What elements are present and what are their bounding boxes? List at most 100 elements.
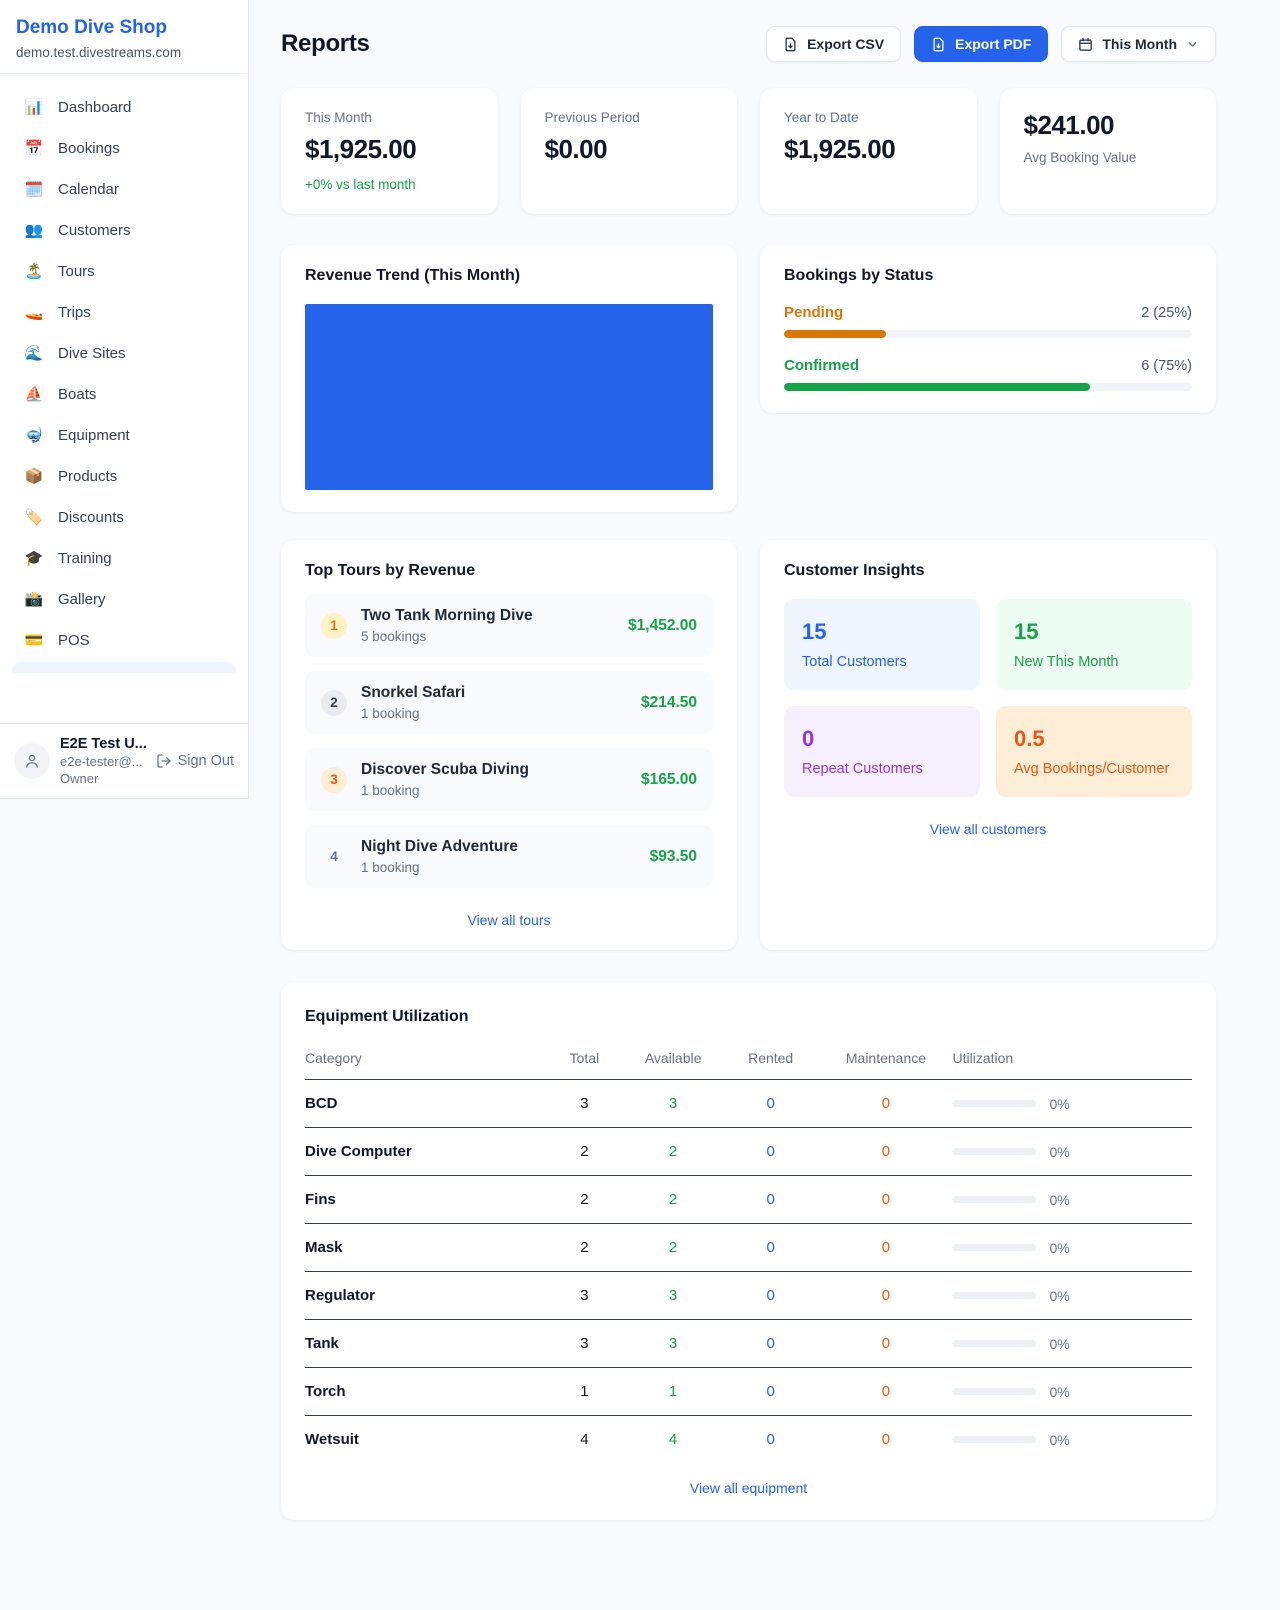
people-icon: 👥 bbox=[24, 222, 44, 239]
sidebar-item-calendar[interactable]: 🗓️ Calendar bbox=[12, 170, 236, 208]
stat-value: $241.00 bbox=[1023, 110, 1115, 140]
insights-row: Top Tours by Revenue 1 Two Tank Morning … bbox=[281, 540, 1216, 950]
cell-rented: 0 bbox=[721, 1175, 820, 1224]
file-download-icon bbox=[785, 37, 796, 51]
view-all-equipment-link[interactable]: View all equipment bbox=[689, 1480, 808, 1496]
rank-badge: 3 bbox=[321, 766, 347, 793]
sidebar-item-label: POS bbox=[58, 631, 90, 649]
cell-maintenance: 0 bbox=[819, 1223, 953, 1272]
tile-total-customers: 15 Total Customers bbox=[784, 599, 980, 690]
sidebar-item-pos[interactable]: 💳 POS bbox=[12, 621, 236, 659]
utilization-cell: 0% bbox=[952, 1096, 1192, 1112]
sidebar-item-label: Trips bbox=[58, 303, 91, 321]
stat-cards-row: This Month $1,925.00 +0% vs last month P… bbox=[281, 88, 1216, 214]
sidebar-item-discounts[interactable]: 🏷️ Discounts bbox=[12, 498, 236, 536]
cell-total: 3 bbox=[544, 1079, 625, 1128]
cell-rented: 0 bbox=[721, 1367, 820, 1416]
cell-category: Torch bbox=[305, 1367, 545, 1416]
wave-icon: 🌊 bbox=[24, 345, 44, 362]
table-row: Mask 2 2 0 0 0% bbox=[305, 1223, 1192, 1272]
table-row: Torch 1 1 0 0 0% bbox=[305, 1367, 1192, 1416]
calendar-date-icon: 📅 bbox=[24, 140, 44, 157]
period-dropdown[interactable]: This Month bbox=[1061, 26, 1216, 62]
tour-row: 2 Snorkel Safari 1 booking $214.50 bbox=[305, 671, 713, 734]
bookings-by-status-card: Bookings by Status Pending 2 (25%) Confi… bbox=[760, 245, 1216, 413]
sidebar-item-trips[interactable]: 🚤 Trips bbox=[12, 293, 236, 331]
avatar bbox=[14, 743, 50, 779]
sidebar-item-tours[interactable]: 🏝️ Tours bbox=[12, 252, 236, 290]
export-csv-button[interactable]: Export CSV bbox=[766, 26, 902, 62]
sidebar-item-boats[interactable]: ⛵ Boats bbox=[12, 375, 236, 413]
utilization-bar bbox=[952, 1148, 1037, 1155]
stat-delta: +0% vs last month bbox=[305, 177, 416, 192]
tile-avg-bookings-customer: 0.5 Avg Bookings/Customer bbox=[996, 706, 1192, 797]
status-row-confirmed: Confirmed 6 (75%) bbox=[784, 357, 1192, 391]
sidebar-item-reports-clipped[interactable] bbox=[12, 662, 236, 673]
status-row-pending: Pending 2 (25%) bbox=[784, 304, 1192, 338]
sidebar-item-customers[interactable]: 👥 Customers bbox=[12, 211, 236, 249]
tour-revenue: $214.50 bbox=[640, 693, 697, 711]
file-download-icon bbox=[933, 37, 944, 51]
utilization-pct: 0% bbox=[1049, 1143, 1070, 1160]
cell-total: 4 bbox=[580, 1431, 589, 1448]
stat-label: This Month bbox=[305, 110, 372, 125]
brand-block: Demo Dive Shop demo.test.divestreams.com bbox=[0, 0, 248, 74]
sidebar-item-label: Tours bbox=[58, 262, 95, 280]
table-row: Wetsuit 4 4 0 0 0% bbox=[305, 1416, 1192, 1457]
user-footer: E2E Test U... e2e-tester@... Owner Sign … bbox=[0, 723, 248, 798]
sidebar-item-products[interactable]: 📦 Products bbox=[12, 457, 236, 495]
tour-bookings: 1 booking bbox=[361, 860, 420, 875]
island-icon: 🏝️ bbox=[24, 263, 44, 280]
sign-out-button[interactable]: Sign Out bbox=[156, 753, 234, 769]
stat-card-previous-period: Previous Period $0.00 bbox=[520, 88, 737, 214]
tour-revenue: $165.00 bbox=[640, 770, 697, 788]
export-pdf-button[interactable]: Export PDF bbox=[914, 26, 1049, 62]
utilization-pct: 0% bbox=[1049, 1335, 1070, 1352]
col-maintenance: Maintenance bbox=[819, 1040, 953, 1080]
calendar-icon bbox=[1079, 37, 1093, 51]
tour-name: Discover Scuba Diving bbox=[361, 761, 529, 778]
sidebar-nav: 📊 Dashboard 📅 Bookings 🗓️ Calendar 👥 Cus… bbox=[0, 74, 248, 723]
cell-rented: 0 bbox=[721, 1079, 820, 1128]
sidebar-item-equipment[interactable]: 🤿 Equipment bbox=[12, 416, 236, 454]
sidebar-item-training[interactable]: 🎓 Training bbox=[12, 539, 236, 577]
top-tours-title: Top Tours by Revenue bbox=[305, 562, 476, 579]
tile-repeat-customers: 0 Repeat Customers bbox=[784, 706, 980, 797]
sidebar-item-dashboard[interactable]: 📊 Dashboard bbox=[12, 88, 236, 126]
graduation-cap-icon: 🎓 bbox=[24, 550, 44, 567]
revenue-trend-chart bbox=[305, 304, 713, 490]
equipment-utilization-card: Equipment Utilization Category Total Ava… bbox=[281, 982, 1216, 1520]
progress-fill-pending bbox=[784, 330, 886, 338]
cell-total: 2 bbox=[544, 1175, 625, 1224]
table-row: Fins 2 2 0 0 0% bbox=[305, 1175, 1192, 1224]
header-actions: Export CSV Export PDF This Month bbox=[766, 26, 1216, 62]
equipment-utilization-title: Equipment Utilization bbox=[305, 1008, 469, 1025]
table-row: BCD 3 3 0 0 0% bbox=[305, 1079, 1192, 1128]
view-all-tours-link[interactable]: View all tours bbox=[467, 912, 551, 928]
tour-row: 3 Discover Scuba Diving 1 booking $165.0… bbox=[305, 748, 713, 811]
tour-bookings: 1 booking bbox=[361, 706, 420, 721]
cell-maintenance: 0 bbox=[819, 1127, 953, 1176]
page-header: Reports Export CSV Export PDF This Month bbox=[281, 26, 1216, 62]
cell-total: 1 bbox=[544, 1367, 625, 1416]
cell-available: 3 bbox=[624, 1271, 722, 1320]
table-row: Tank 3 3 0 0 0% bbox=[305, 1319, 1192, 1368]
stat-label: Avg Booking Value bbox=[1023, 150, 1137, 165]
tile-new-this-month: 15 New This Month bbox=[996, 599, 1192, 690]
rank-badge: 4 bbox=[330, 849, 338, 864]
cell-available: 2 bbox=[624, 1223, 722, 1272]
sidebar-item-gallery[interactable]: 📸 Gallery bbox=[12, 580, 236, 618]
utilization-bar bbox=[952, 1100, 1037, 1107]
view-all-customers-link[interactable]: View all customers bbox=[929, 821, 1047, 837]
dive-mask-icon: 🤿 bbox=[24, 427, 44, 444]
bookings-by-status-title: Bookings by Status bbox=[784, 267, 934, 284]
tour-bookings: 1 booking bbox=[361, 783, 420, 798]
sidebar-item-dive-sites[interactable]: 🌊 Dive Sites bbox=[12, 334, 236, 372]
stat-card-this-month: This Month $1,925.00 +0% vs last month bbox=[281, 88, 498, 214]
tile-label: Total Customers bbox=[802, 654, 907, 670]
cell-available: 2 bbox=[624, 1127, 722, 1176]
cell-category: Tank bbox=[305, 1319, 545, 1368]
col-available: Available bbox=[624, 1040, 722, 1080]
app-root: Demo Dive Shop demo.test.divestreams.com… bbox=[0, 0, 1216, 1520]
sidebar-item-bookings[interactable]: 📅 Bookings bbox=[12, 129, 236, 167]
